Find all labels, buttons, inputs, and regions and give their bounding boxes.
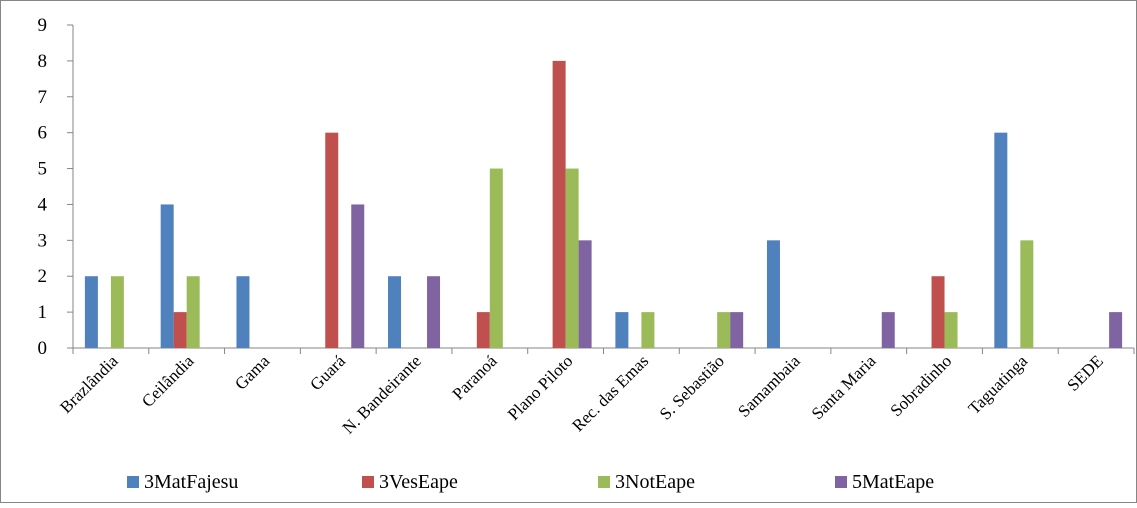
y-tick-label: 3: [38, 230, 48, 251]
legend-label: 3VesEape: [379, 471, 458, 493]
bar-3MatFajesu: [236, 276, 250, 348]
legend-label: 5MatEape: [852, 471, 934, 493]
bar-5MatEape: [1109, 312, 1123, 348]
legend-swatch: [598, 476, 610, 488]
bar-3VesEape: [173, 312, 187, 348]
bar-5MatEape: [351, 204, 365, 348]
bar-3MatFajesu: [994, 132, 1008, 348]
bar-5MatEape: [730, 312, 744, 348]
y-tick-label: 8: [38, 51, 48, 72]
bar-3NotEape: [717, 312, 731, 348]
y-tick-label: 2: [38, 266, 48, 287]
y-tick-label: 1: [38, 302, 48, 323]
legend-label: 3NotEape: [615, 471, 695, 493]
bar-5MatEape: [427, 276, 441, 348]
bar-3MatFajesu: [388, 276, 402, 348]
y-tick-label: 9: [38, 15, 48, 36]
bar-3NotEape: [489, 168, 503, 348]
bar-3NotEape: [565, 168, 579, 348]
bar-3VesEape: [552, 60, 566, 349]
bar-3NotEape: [1020, 240, 1034, 348]
y-tick-label: 0: [38, 338, 48, 359]
bar-3MatFajesu: [160, 204, 174, 348]
legend-swatch: [835, 476, 847, 488]
y-tick-label: 5: [38, 159, 48, 180]
bar-3NotEape: [944, 312, 958, 348]
legend-label: 3MatFajesu: [144, 471, 238, 493]
bar-3NotEape: [110, 276, 124, 348]
bar-5MatEape: [578, 240, 592, 348]
bar-3VesEape: [325, 132, 339, 348]
bar-3NotEape: [641, 312, 655, 348]
bar-3MatFajesu: [84, 276, 98, 348]
y-tick-label: 6: [38, 123, 48, 144]
bar-3NotEape: [186, 276, 200, 348]
bars: [84, 60, 1123, 349]
legend: 3MatFajesu 3VesEape 3NotEape 5MatEape: [127, 471, 934, 493]
bar-3VesEape: [931, 276, 945, 348]
bar-3MatFajesu: [615, 312, 629, 348]
y-tick-label: 4: [38, 194, 48, 215]
legend-swatch: [127, 476, 139, 488]
bar-5MatEape: [881, 312, 895, 348]
y-axis: 0 1 2 3 4 5 6 7 8 9: [38, 15, 74, 359]
y-tick-label: 7: [38, 87, 48, 108]
bar-3MatFajesu: [766, 240, 780, 348]
legend-swatch: [362, 476, 374, 488]
bar-3VesEape: [476, 312, 490, 348]
